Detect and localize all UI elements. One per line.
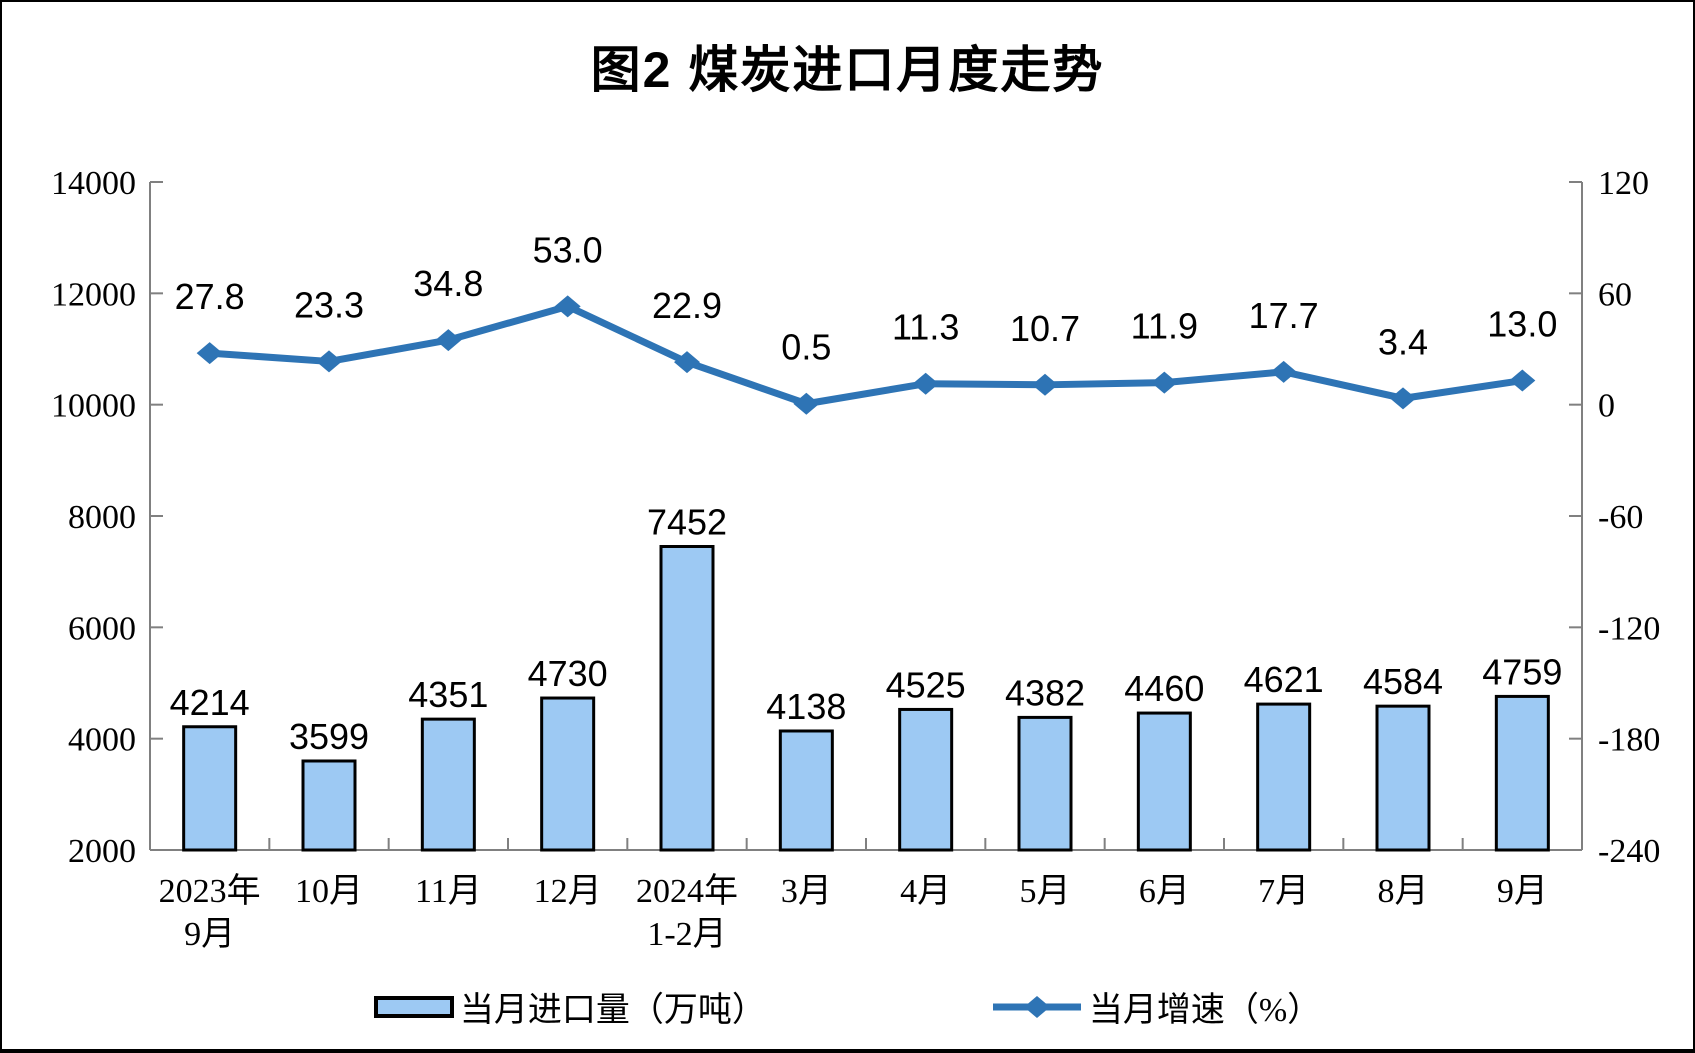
bar [659,545,715,852]
line-value-label: 10.7 [1010,308,1080,349]
line-value-label: 11.9 [1131,306,1198,347]
x-category-label: 2024年 [636,872,738,910]
x-category-label: 8月 [1378,873,1429,910]
bar-value-label: 4460 [1124,668,1204,709]
x-category-label: 7月 [1258,873,1309,910]
legend: 当月进口量（万吨） 当月增速（%） [2,982,1693,1031]
bar-value-label: 4730 [528,653,608,694]
line-value-label: 22.9 [652,285,722,326]
right-axis-tick-label: 120 [1598,165,1649,202]
line-value-label: 27.8 [175,276,245,317]
x-category-label: 1-2月 [647,916,726,953]
x-category-label: 2023年 [159,872,261,910]
bar [898,707,954,852]
diamond-marker-icon [1032,373,1058,396]
line-value-label: 0.5 [781,327,831,368]
line-value-label: 23.3 [294,284,364,325]
line-value-label: 13.0 [1487,304,1557,345]
left-axis-tick-label: 6000 [68,610,136,647]
growth-line [209,302,1523,408]
left-axis-tick-label: 4000 [68,722,136,759]
bar-series [182,545,1550,852]
line-value-label: 17.7 [1249,295,1319,336]
left-axis-tick-label: 12000 [51,276,136,313]
bar-value-label: 4138 [766,686,846,727]
bar [1375,704,1431,852]
diamond-marker-icon [1270,360,1297,383]
bar-value-label: 4759 [1482,651,1562,692]
bar-value-label: 3599 [289,716,369,757]
left-axis-tick-label: 2000 [68,833,136,870]
bar [301,759,357,852]
right-axis-tick-label: -120 [1598,610,1660,647]
legend-item-imports: 当月进口量（万吨） [373,982,766,1031]
diamond-marker-icon [435,329,462,352]
bar [1017,715,1073,852]
x-category-label: 5月 [1020,873,1071,910]
legend-item-growth: 当月增速（%） [991,982,1321,1031]
bar [182,725,238,852]
bar [540,696,596,852]
bar-value-label: 4382 [1005,672,1085,713]
diamond-marker-icon [674,351,700,374]
bar-value-label: 4525 [886,664,966,705]
line-value-label: 53.0 [533,229,603,270]
right-axis-tick-label: -180 [1598,722,1660,759]
bar-value-label: 4621 [1244,659,1324,700]
bar [778,729,834,852]
bar-value-label: 4584 [1363,661,1443,702]
x-category-label: 11月 [415,873,482,910]
legend-label-growth: 当月增速（%） [1088,992,1322,1029]
diamond-marker-icon [793,392,820,415]
line-markers [196,295,1536,415]
diamond-marker-icon [1390,387,1416,410]
right-axis-tick-label: -240 [1598,833,1660,870]
diamond-marker-icon [912,372,939,395]
left-axis-tick-label: 14000 [51,165,136,202]
right-axis-tick-label: 0 [1598,388,1615,425]
bar [1494,694,1550,852]
chart-canvas: 14000 12000 10000 8000 6000 4000 2000 120 60 0 -60… [51,165,1660,953]
x-category-label: 12月 [534,873,602,910]
bar-value-label: 4214 [170,682,250,723]
line-series-swatch-icon [992,995,1081,1018]
right-axis-tick-label: 60 [1598,276,1632,313]
chart-title: 图2 煤炭进口月度走势 [590,42,1105,98]
left-axis-tick-label: 8000 [68,499,136,536]
bar [1136,711,1192,852]
x-category-label: 3月 [781,873,832,910]
bar-value-label: 4351 [408,674,488,715]
bar [420,717,476,852]
x-category-label: 10月 [295,873,363,910]
x-category-label: 9月 [184,916,235,953]
diamond-marker-icon [1151,371,1178,394]
line-value-label: 34.8 [413,263,483,304]
line-value-label: 3.4 [1378,321,1428,362]
left-axis-tick-label: 10000 [51,388,136,425]
bar-value-label: 7452 [647,502,727,543]
right-axis-tick-label: -60 [1598,499,1643,536]
diamond-marker-icon [316,350,342,373]
bar-series-swatch-icon [373,995,454,1018]
legend-label-imports: 当月进口量（万吨） [459,992,766,1029]
x-category-label: 4月 [900,873,951,910]
diamond-marker-icon [196,342,223,365]
diamond-marker-icon [1509,369,1536,392]
x-category-label: 6月 [1139,873,1190,910]
line-value-label: 11.3 [892,307,959,348]
diamond-marker-icon [554,295,581,318]
x-category-label: 9月 [1497,873,1548,910]
bar [1256,702,1312,852]
